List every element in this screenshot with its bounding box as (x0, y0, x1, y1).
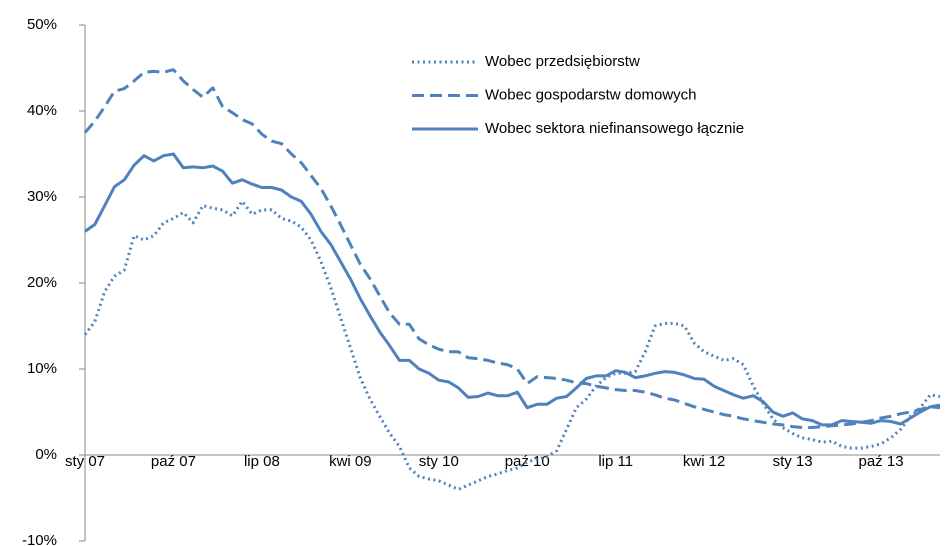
legend-label: Wobec sektora niefinansowego łącznie (485, 120, 744, 137)
legend-label: Wobec przedsiębiorstw (485, 53, 640, 70)
x-tick-label: kwi 12 (683, 453, 726, 470)
y-tick-label: 10% (27, 360, 57, 377)
x-tick-label: sty 13 (773, 453, 813, 470)
series-line (83, 68, 941, 429)
x-tick-label: lip 11 (598, 453, 633, 470)
x-tick-label: sty 10 (419, 453, 459, 470)
y-tick-label: 0% (35, 446, 57, 463)
x-tick-label: paź 10 (505, 453, 550, 470)
x-tick-label: paź 07 (151, 453, 196, 470)
y-tick-label: 40% (27, 102, 57, 119)
x-tick-label: lip 08 (244, 453, 280, 470)
y-tick-label: -10% (22, 532, 57, 546)
x-tick-label: kwi 09 (329, 453, 372, 470)
y-tick-label: 30% (27, 188, 57, 205)
series-line (84, 152, 941, 427)
legend-label: Wobec gospodarstw domowych (485, 86, 697, 103)
x-tick-label: sty 07 (65, 453, 105, 470)
x-tick-label: paź 13 (859, 453, 904, 470)
y-tick-label: 50% (27, 16, 57, 33)
series-line (83, 199, 941, 491)
y-tick-label: 20% (27, 274, 57, 291)
